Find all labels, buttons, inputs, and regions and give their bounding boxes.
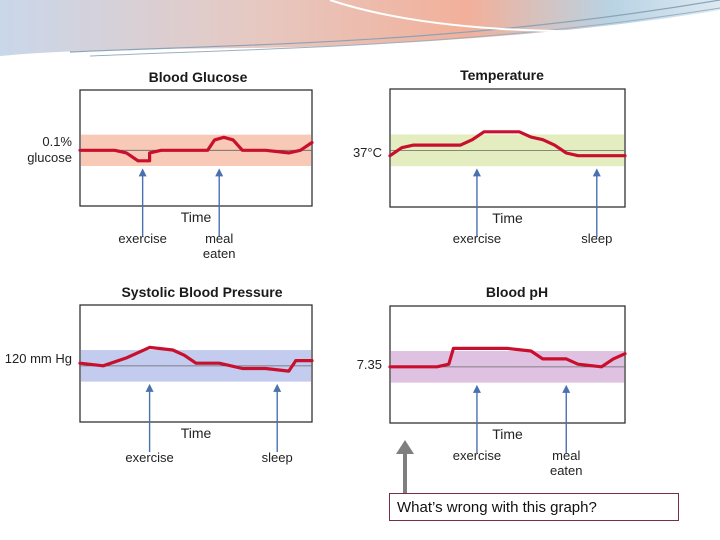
event-label: exercise	[453, 448, 501, 463]
panel-title: Blood Glucose	[149, 69, 248, 85]
event-label-line2: eaten	[203, 246, 236, 261]
event-label: exercise	[453, 231, 501, 246]
panel-glucose: Blood Glucose 0.1%glucose Time exercise meal…	[27, 69, 314, 261]
set-point-label: 7.35	[357, 357, 382, 372]
event-arrow	[145, 383, 154, 452]
event-label: sleep	[581, 231, 612, 246]
series-line	[388, 130, 627, 158]
event-arrow	[273, 383, 282, 452]
event-label: exercise	[118, 231, 166, 246]
set-point-label: 0.1%	[42, 134, 72, 149]
set-point-label: 37°C	[353, 145, 382, 160]
pointer-arrow	[396, 440, 414, 494]
event-label: meal	[205, 231, 233, 246]
x-axis-label: Time	[181, 425, 212, 441]
x-axis-label: Time	[492, 210, 523, 226]
x-axis-label: Time	[181, 209, 212, 225]
event-label: exercise	[125, 450, 173, 465]
set-point-label: 120 mm Hg	[5, 351, 72, 366]
question-text: What’s wrong with this graph?	[397, 499, 597, 516]
event-arrow	[472, 168, 481, 237]
panel-title: Blood pH	[486, 284, 548, 300]
series-line	[388, 346, 627, 369]
event-label: sleep	[262, 450, 293, 465]
event-arrow	[562, 384, 571, 453]
series-line	[78, 345, 314, 373]
header-decoration	[0, 0, 720, 57]
event-arrow	[592, 168, 601, 237]
panel-title: Temperature	[460, 67, 544, 83]
panel-temperature: Temperature 37°C Time exercise sleep	[353, 67, 627, 246]
question-box: What’s wrong with this graph?	[389, 493, 679, 521]
event-arrow	[215, 168, 224, 236]
x-axis-label: Time	[492, 426, 523, 442]
panel-title: Systolic Blood Pressure	[121, 284, 282, 300]
set-point-label-line2: glucose	[27, 150, 72, 165]
series-line	[78, 135, 314, 163]
event-arrow	[472, 384, 481, 453]
panel-pressure: Systolic Blood Pressure 120 mm Hg Time exer…	[5, 284, 314, 465]
event-arrow	[138, 168, 147, 236]
event-label: meal	[552, 448, 580, 463]
event-label-line2: eaten	[550, 463, 583, 478]
